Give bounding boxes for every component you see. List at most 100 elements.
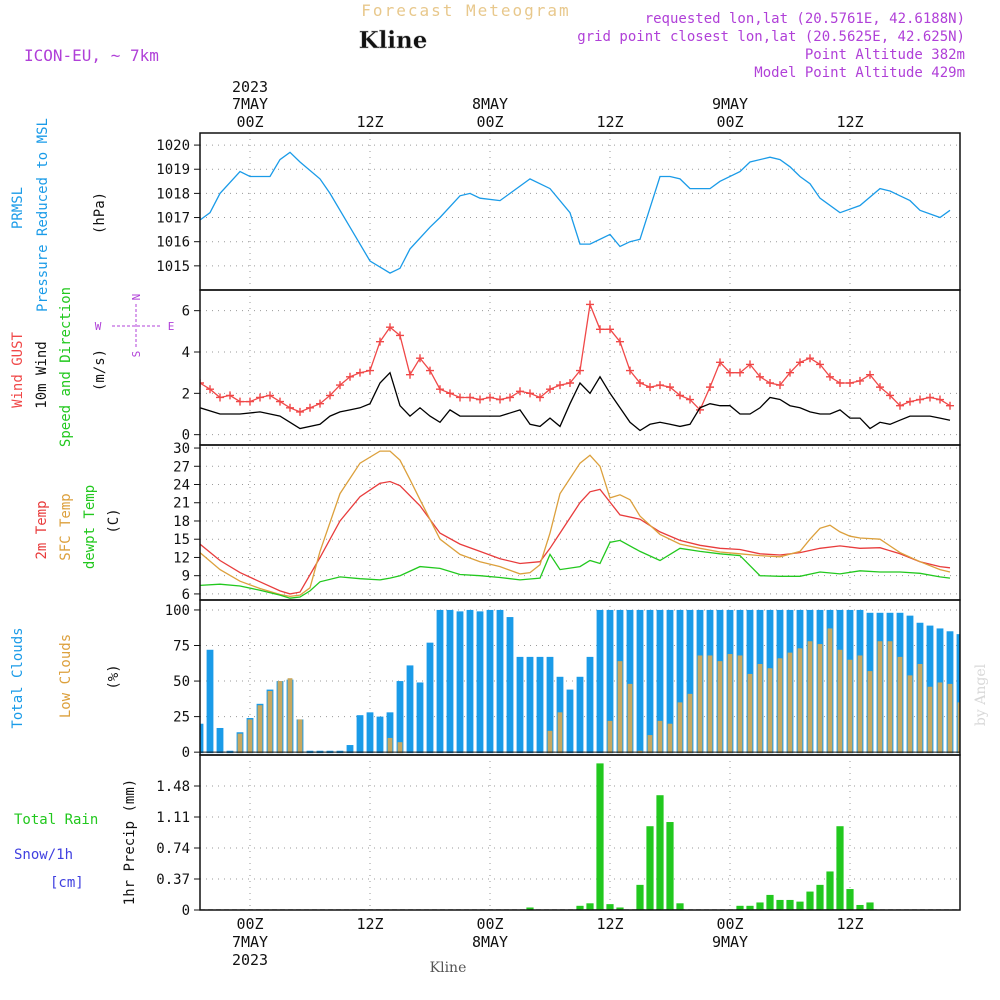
gust-marker bbox=[746, 360, 754, 369]
top-time-label: 00Z bbox=[236, 113, 263, 131]
y-tick-label: 1015 bbox=[156, 259, 190, 275]
top-time-label: 8MAY bbox=[472, 95, 508, 113]
rain-bar bbox=[586, 903, 594, 910]
total-cloud-bar bbox=[606, 609, 614, 754]
10m-wind-line bbox=[200, 371, 951, 432]
gust-marker bbox=[876, 383, 884, 392]
total-cloud-bar bbox=[216, 727, 224, 754]
gust-marker bbox=[686, 395, 694, 404]
gust-marker bbox=[636, 379, 644, 387]
gust-marker bbox=[676, 391, 684, 400]
low-cloud-bar bbox=[387, 737, 393, 754]
top-time-label: 00Z bbox=[476, 113, 503, 131]
gust-marker bbox=[426, 366, 434, 375]
gust-marker bbox=[226, 391, 234, 400]
total-cloud-bar bbox=[546, 656, 554, 754]
gust-marker bbox=[396, 331, 404, 340]
y-tick-label: 1016 bbox=[156, 235, 190, 251]
cloud-labels: Total Clouds Low Clouds (%) bbox=[10, 627, 122, 728]
top-time-label: 12Z bbox=[596, 113, 623, 131]
y-tick-label: 2 bbox=[182, 386, 190, 402]
low-cloud-bar bbox=[647, 735, 653, 754]
bottom-time-label: 8MAY bbox=[472, 933, 508, 951]
gust-marker bbox=[736, 368, 744, 377]
chart-title: Forecast Meteogram bbox=[361, 1, 570, 20]
total-cloud-bar bbox=[956, 634, 960, 754]
gust-marker bbox=[766, 379, 774, 387]
y-tick-label: 4 bbox=[182, 345, 190, 361]
total-cloud-bar bbox=[426, 642, 434, 754]
gust-marker bbox=[286, 403, 294, 412]
low-cloud-bar bbox=[287, 678, 293, 754]
gust-marker bbox=[776, 381, 784, 390]
rain-bar bbox=[596, 763, 604, 910]
y-tick-label: 6 bbox=[182, 587, 190, 603]
gust-marker bbox=[846, 379, 854, 387]
wind10m-label: 10m Wind bbox=[34, 341, 50, 408]
total-cloud-bar bbox=[586, 656, 594, 754]
rain-bar bbox=[576, 905, 584, 910]
low-cloud-bar bbox=[927, 686, 933, 754]
low-cloud-bar bbox=[787, 652, 793, 754]
low-cloud-bar bbox=[857, 655, 863, 754]
total-cloud-bar bbox=[576, 676, 584, 754]
low-cloud-bar bbox=[667, 723, 673, 754]
wind-unit: (m/s) bbox=[92, 349, 108, 391]
temperature-plot-area bbox=[200, 445, 960, 600]
gust-marker bbox=[526, 389, 534, 398]
low-cloud-bar bbox=[757, 663, 763, 754]
total-cloud-bar bbox=[566, 689, 574, 754]
low-cloud-bar bbox=[807, 641, 813, 754]
y-tick-label: 1.48 bbox=[156, 779, 190, 795]
gust-marker bbox=[406, 370, 414, 379]
compass-north: N bbox=[130, 294, 143, 301]
y-tick-label: 1019 bbox=[156, 162, 190, 178]
total-cloud-bar bbox=[200, 723, 204, 754]
gust-marker bbox=[836, 379, 844, 387]
total-cloud-bar bbox=[656, 609, 664, 754]
gust-marker bbox=[906, 397, 914, 406]
model-label: ICON-EU, ~ 7km bbox=[24, 46, 159, 65]
sfc-temp-line bbox=[200, 450, 951, 598]
total-cloud-bar bbox=[506, 617, 514, 754]
footer-station: Kline bbox=[430, 960, 467, 976]
y-tick-label: 12 bbox=[173, 550, 190, 566]
low-cloud-bar bbox=[737, 655, 743, 754]
rain-bar bbox=[766, 894, 774, 910]
low-cloud-bar bbox=[988, 724, 993, 753]
gust-marker bbox=[856, 376, 864, 385]
low-cloud-bar bbox=[947, 683, 953, 754]
gust-marker bbox=[546, 385, 554, 394]
gust-marker bbox=[576, 366, 584, 375]
total-cloud-bar bbox=[516, 656, 524, 754]
top-time-label: 7MAY bbox=[232, 95, 268, 113]
gust-marker bbox=[346, 372, 354, 381]
low-cloud-bar bbox=[557, 712, 563, 754]
total-cloud-bar bbox=[646, 609, 654, 754]
rain-bar bbox=[866, 902, 874, 910]
gust-marker bbox=[216, 393, 224, 402]
y-tick-label: 0.74 bbox=[156, 841, 190, 857]
gust-marker bbox=[596, 325, 604, 334]
pressure-long-label: Pressure Reduced to MSL bbox=[35, 118, 51, 312]
top-time-label: 12Z bbox=[356, 113, 383, 131]
total-cloud-bar bbox=[376, 716, 384, 754]
rain-bar bbox=[676, 903, 684, 910]
grid-point-coords: grid point closest lon,lat (20.5625E, 42… bbox=[577, 29, 965, 45]
gust-marker bbox=[886, 391, 894, 400]
top-time-label: 12Z bbox=[836, 113, 863, 131]
gust-marker bbox=[896, 401, 904, 410]
low-cloud-bar bbox=[727, 654, 733, 754]
wind-plot-area bbox=[200, 290, 960, 445]
rain-bar bbox=[746, 905, 754, 910]
total-cloud-bar bbox=[406, 665, 414, 754]
rain-bar bbox=[756, 902, 764, 910]
station-title: Kline bbox=[359, 27, 428, 54]
low-cloud-bar bbox=[907, 675, 913, 754]
gust-marker bbox=[326, 391, 334, 400]
compass-icon: N E S W bbox=[95, 294, 175, 358]
requested-coords: requested lon,lat (20.5761E, 42.6188N) bbox=[645, 11, 965, 27]
total-cloud-bar bbox=[476, 611, 484, 754]
